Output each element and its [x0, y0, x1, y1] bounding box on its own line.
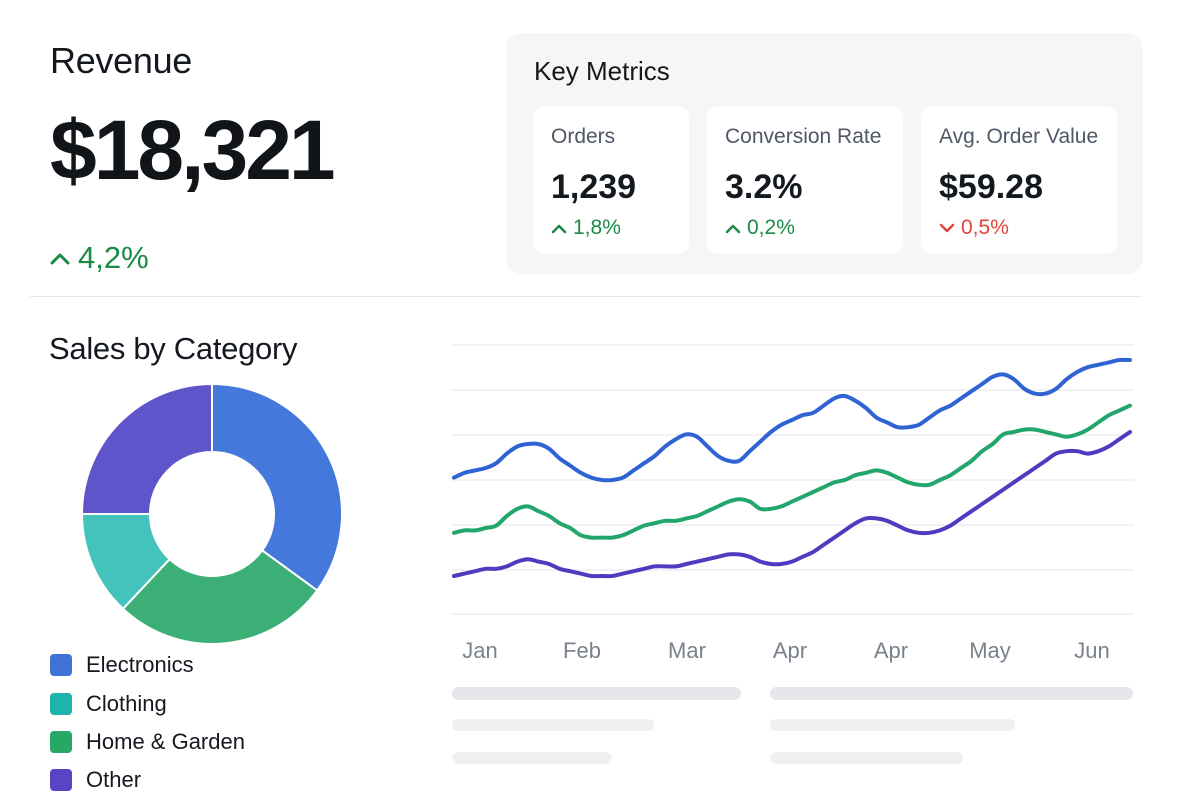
legend-item-other: Other — [50, 767, 141, 793]
legend-label: Clothing — [86, 691, 167, 716]
metric-change-value: 1,8% — [573, 216, 621, 239]
metric-card-conversion-rate: Conversion Rate 3.2% 0,2% — [707, 106, 903, 254]
metric-change: 0,2% — [725, 216, 795, 240]
metric-value: $59.28 — [939, 168, 1043, 206]
legend-label: Electronics — [86, 652, 194, 677]
trend-line-chart: Jan Feb Mar Apr Apr May Jun — [452, 344, 1134, 663]
caret-up-icon — [551, 223, 567, 234]
series-line-3 — [452, 430, 1132, 579]
metric-card-orders: Orders 1,239 1,8% — [533, 106, 689, 254]
metric-value: 1,239 — [551, 168, 637, 206]
caret-up-icon — [725, 223, 741, 234]
x-tick-label: Jan — [462, 638, 497, 663]
placeholder-bar — [770, 687, 1133, 700]
metric-value: 3.2% — [725, 168, 803, 206]
placeholder-bar — [452, 687, 741, 700]
revenue-title: Revenue — [50, 40, 193, 81]
x-tick-label: Feb — [563, 638, 601, 663]
caret-down-icon — [939, 223, 955, 234]
metric-label: Avg. Order Value — [939, 125, 1099, 148]
slice-home-garden — [121, 549, 319, 645]
placeholder-bar — [770, 752, 963, 764]
category-donut-chart — [80, 382, 343, 645]
legend-item-clothing: Clothing — [50, 691, 167, 717]
section-divider — [30, 296, 1142, 297]
legend-swatch — [50, 731, 72, 753]
x-tick-label: May — [969, 638, 1011, 663]
key-metrics-title: Key Metrics — [534, 56, 670, 86]
metric-label: Conversion Rate — [725, 125, 882, 148]
x-tick-label: Apr — [874, 638, 908, 663]
legend-swatch — [50, 654, 72, 676]
caret-up-icon — [50, 251, 70, 265]
metric-change: 0,5% — [939, 216, 1009, 240]
series-line-2 — [452, 403, 1132, 540]
x-tick-label: Jun — [1074, 638, 1109, 663]
series-line-1 — [452, 357, 1132, 483]
sales-by-category-title: Sales by Category — [49, 331, 298, 366]
metric-label: Orders — [551, 125, 616, 148]
legend-item-home-garden: Home & Garden — [50, 729, 245, 755]
legend-label: Other — [86, 767, 142, 792]
legend-label: Home & Garden — [86, 729, 245, 754]
revenue-value: $18,321 — [50, 103, 336, 197]
key-metrics-panel: Key Metrics Orders 1,239 1,8% Conversion… — [506, 33, 1143, 274]
metric-change: 1,8% — [551, 216, 621, 240]
metric-change-value: 0,5% — [961, 216, 1009, 239]
legend-swatch — [50, 769, 72, 791]
metric-card-avg-order-value: Avg. Order Value $59.28 0,5% — [921, 106, 1117, 254]
placeholder-bar — [452, 719, 654, 731]
slice-other — [80, 382, 213, 515]
revenue-summary: Revenue $18,321 4,2% — [50, 40, 470, 275]
x-tick-label: Mar — [668, 638, 706, 663]
placeholder-bar — [452, 752, 612, 764]
x-tick-label: Apr — [773, 638, 807, 663]
revenue-change-value: 4,2% — [78, 240, 149, 275]
placeholder-bar — [770, 719, 1015, 731]
legend-item-electronics: Electronics — [50, 652, 194, 678]
revenue-change: 4,2% — [50, 238, 149, 278]
slice-electronics — [211, 382, 343, 592]
legend-swatch — [50, 693, 72, 715]
metric-change-value: 0,2% — [747, 216, 795, 239]
